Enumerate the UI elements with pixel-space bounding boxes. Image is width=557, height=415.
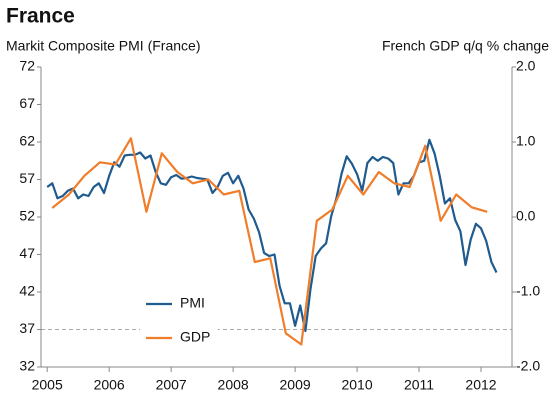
series-line: [51, 137, 488, 346]
y-tick-label: 42: [19, 283, 35, 299]
legend-label: GDP: [180, 329, 210, 345]
y-tick-label: 52: [19, 208, 35, 224]
x-tick-label: 2009: [280, 377, 311, 393]
y2-tick-label: -1.0: [516, 283, 540, 299]
series-line: [46, 138, 498, 333]
y-tick-label: 67: [19, 95, 35, 111]
y2-tick-label: 2.0: [516, 58, 536, 74]
y2-tick-label: 0.0: [516, 208, 536, 224]
legend-box: [140, 290, 218, 352]
legend-label: PMI: [180, 295, 205, 311]
chart-title: France: [6, 5, 75, 28]
x-tick-label: 2008: [218, 377, 249, 393]
y-tick-label: 57: [19, 170, 35, 186]
y2-axis-label: French GDP q/q % change: [382, 38, 549, 54]
x-tick-label: 2006: [94, 377, 125, 393]
y2-tick-label: 1.0: [516, 133, 536, 149]
y-tick-label: 62: [19, 133, 35, 149]
y-tick-label: 32: [19, 358, 35, 374]
y-tick-label: 72: [19, 58, 35, 74]
y-tick-label: 37: [19, 320, 35, 336]
y-axis-label: Markit Composite PMI (France): [6, 38, 200, 54]
x-tick-label: 2010: [341, 377, 372, 393]
x-tick-label: 2005: [32, 377, 63, 393]
x-tick-label: 2007: [156, 377, 187, 393]
x-tick-label: 2012: [465, 377, 496, 393]
x-tick-label: 2011: [404, 377, 434, 393]
y2-tick-label: -2.0: [516, 358, 540, 374]
y-tick-label: 47: [19, 245, 35, 261]
